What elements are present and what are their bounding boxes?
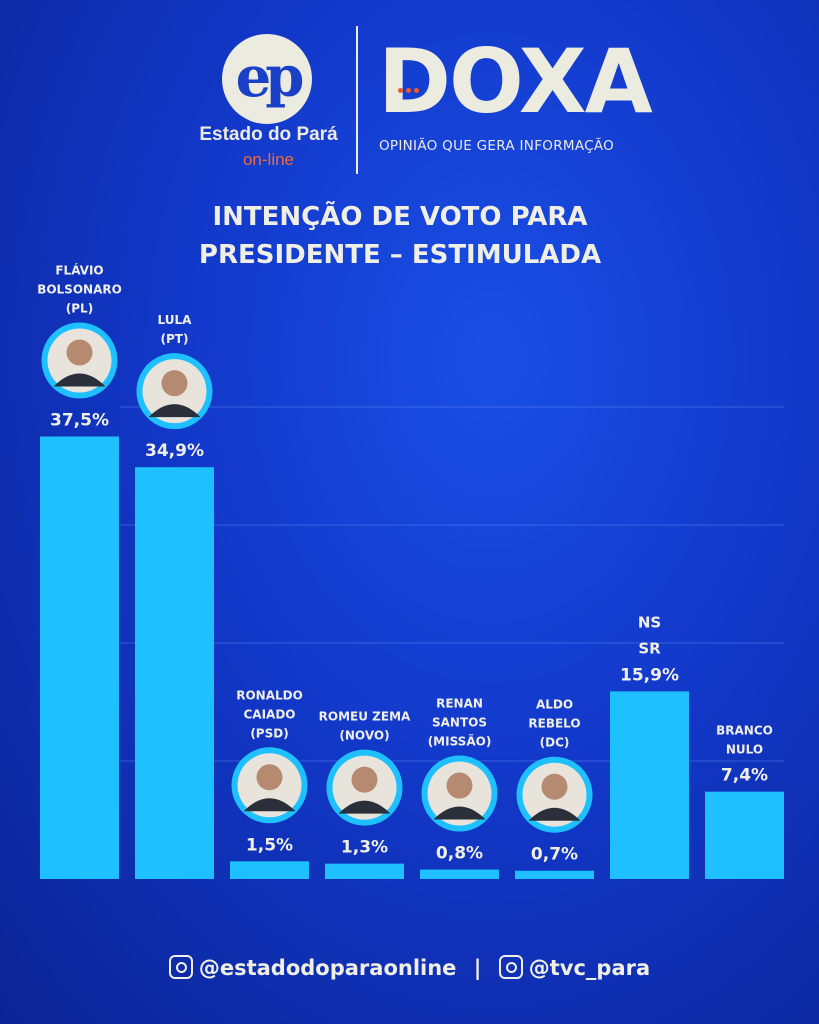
person-head-icon bbox=[541, 773, 568, 800]
category-label: (NOVO) bbox=[339, 729, 389, 743]
estado-do-para-logo: ep bbox=[222, 34, 312, 124]
category-label: ROMEU ZEMA bbox=[319, 710, 411, 724]
logo-subname: on-line bbox=[242, 150, 295, 169]
bar bbox=[40, 436, 119, 879]
instagram-icon bbox=[168, 955, 193, 979]
category-label: RENAN bbox=[436, 697, 483, 711]
instagram-handle-1[interactable]: @estadodoparaonline bbox=[198, 956, 457, 980]
category-label: BRANCO bbox=[716, 724, 773, 738]
value-label: 37,5% bbox=[50, 411, 109, 431]
doxa-logo: DOXA bbox=[378, 30, 653, 133]
person-body-icon bbox=[148, 404, 201, 418]
person-head-icon bbox=[351, 766, 378, 793]
person-head-icon bbox=[446, 772, 473, 799]
speech-dots-icon bbox=[398, 88, 422, 94]
value-label: 7,4% bbox=[721, 766, 768, 786]
category-label: (PSD) bbox=[250, 726, 288, 740]
logo-name: Estado do Pará bbox=[199, 124, 338, 145]
person-head-icon bbox=[161, 370, 188, 397]
value-label: 0,7% bbox=[531, 845, 578, 865]
bar bbox=[420, 869, 499, 879]
category-label: FLÁVIO bbox=[55, 263, 103, 278]
bar bbox=[325, 863, 404, 879]
category-label: CAIADO bbox=[243, 707, 295, 721]
person-head-icon bbox=[256, 764, 283, 791]
doxa-tagline: OPINIÃO QUE GERA INFORMAÇÃO bbox=[379, 138, 615, 154]
bar bbox=[705, 791, 784, 879]
chart-title-text: INTENÇÃO DE VOTO PARA PRESIDENTE – ESTIMU… bbox=[198, 202, 602, 270]
value-label: 0,8% bbox=[436, 844, 483, 864]
person-head-icon bbox=[66, 339, 93, 366]
category-label: (PL) bbox=[66, 302, 93, 316]
separator: | bbox=[473, 956, 482, 980]
category-label: SR bbox=[638, 639, 661, 657]
value-label: 1,3% bbox=[341, 838, 388, 858]
instagram-handle-2[interactable]: @tvc_para bbox=[528, 956, 651, 980]
category-label: RONALDO bbox=[236, 688, 303, 702]
instagram-icon bbox=[498, 955, 523, 979]
chart-title: INTENÇÃO DE VOTO PARA PRESIDENTE – ESTIMU… bbox=[0, 198, 800, 274]
category-label: SANTOS bbox=[432, 716, 487, 730]
person-body-icon bbox=[243, 798, 296, 812]
category-label: (PT) bbox=[161, 332, 189, 346]
person-body-icon bbox=[53, 373, 106, 387]
bar bbox=[610, 691, 689, 879]
logo-divider bbox=[356, 26, 358, 174]
person-body-icon bbox=[433, 806, 486, 820]
category-label: REBELO bbox=[528, 717, 580, 731]
value-label: 34,9% bbox=[145, 441, 204, 461]
footer-social: @estadodoparaonline | @tvc_para bbox=[0, 955, 819, 980]
person-body-icon bbox=[528, 807, 581, 821]
category-label: NS bbox=[638, 613, 661, 631]
category-label: (DC) bbox=[540, 736, 570, 750]
value-label: 1,5% bbox=[246, 835, 293, 855]
category-label: ALDO bbox=[536, 698, 573, 712]
bar bbox=[135, 467, 214, 879]
bar bbox=[515, 870, 594, 879]
category-label: BOLSONARO bbox=[37, 283, 122, 297]
category-label: (MISSÃO) bbox=[428, 734, 492, 749]
person-body-icon bbox=[338, 800, 391, 814]
logo-mark: ep bbox=[235, 44, 305, 110]
value-label: 15,9% bbox=[620, 665, 679, 685]
category-label: NULO bbox=[726, 743, 763, 757]
category-label: LULA bbox=[158, 313, 193, 327]
bar bbox=[230, 861, 309, 879]
